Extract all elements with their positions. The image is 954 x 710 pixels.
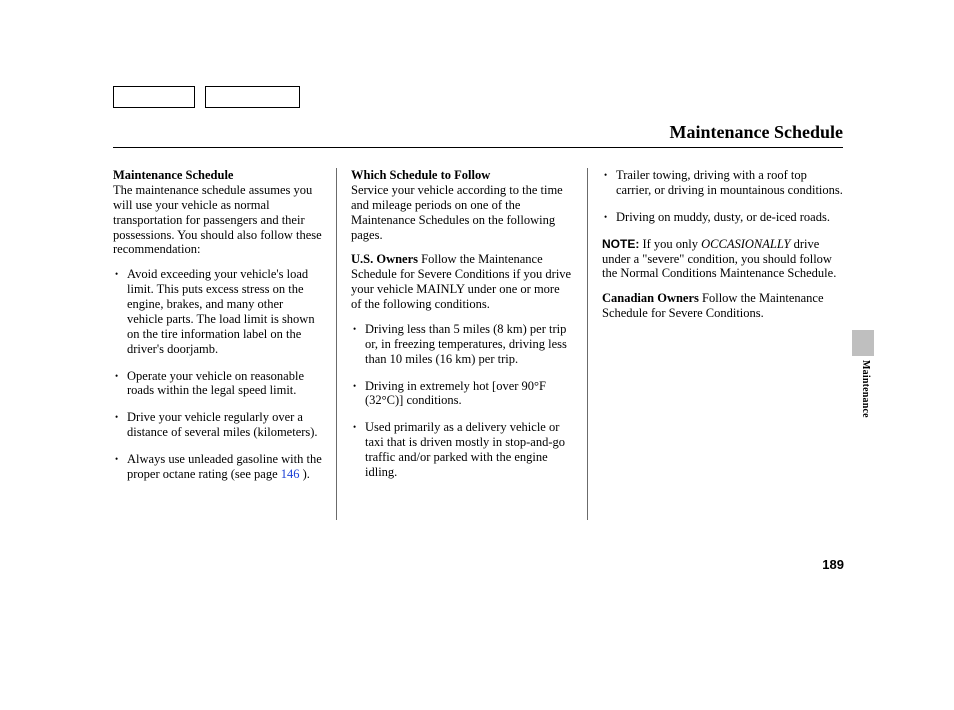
col2-intro: Service your vehicle according to the ti… xyxy=(351,183,563,242)
canadian-owners-label: Canadian Owners xyxy=(602,291,699,305)
list-item: Driving on muddy, dusty, or de-iced road… xyxy=(614,210,843,225)
col3-bullets: Trailer towing, driving with a roof top … xyxy=(602,168,843,225)
note-italic: OCCASIONALLY xyxy=(701,237,790,251)
bullet-text: Driving on muddy, dusty, or de-iced road… xyxy=(616,210,830,224)
col2-bullets: Driving less than 5 miles (8 km) per tri… xyxy=(351,322,573,480)
list-item: Driving in extremely hot [over 90°F (32°… xyxy=(363,379,573,409)
column-3: Trailer towing, driving with a roof top … xyxy=(588,168,843,520)
bullet-text: Used primarily as a delivery vehicle or … xyxy=(365,420,565,479)
list-item: Operate your vehicle on reasonable roads… xyxy=(125,369,322,399)
col1-heading: Maintenance Schedule xyxy=(113,168,233,182)
col1-block: Maintenance Schedule The maintenance sch… xyxy=(113,168,322,257)
note-label: NOTE: xyxy=(602,237,639,251)
bullet-text: ). xyxy=(300,467,310,481)
column-2: Which Schedule to Follow Service your ve… xyxy=(336,168,588,520)
bullet-text: Operate your vehicle on reasonable roads… xyxy=(127,369,304,398)
col2-heading: Which Schedule to Follow xyxy=(351,168,490,182)
page-number: 189 xyxy=(822,557,844,572)
list-item: Drive your vehicle regularly over a dist… xyxy=(125,410,322,440)
canadian-owners-block: Canadian Owners Follow the Maintenance S… xyxy=(602,291,843,321)
list-item: Driving less than 5 miles (8 km) per tri… xyxy=(363,322,573,367)
list-item: Used primarily as a delivery vehicle or … xyxy=(363,420,573,480)
col2-block: Which Schedule to Follow Service your ve… xyxy=(351,168,573,242)
list-item: Always use unleaded gasoline with the pr… xyxy=(125,452,322,482)
nav-boxes xyxy=(113,86,300,108)
page-ref-link[interactable]: 146 xyxy=(281,467,300,481)
side-section-label: Maintenance xyxy=(860,360,871,418)
bullet-text: Drive your vehicle regularly over a dist… xyxy=(127,410,318,439)
bullet-text: Driving less than 5 miles (8 km) per tri… xyxy=(365,322,567,366)
col1-intro: The maintenance schedule assumes you wil… xyxy=(113,183,322,257)
side-tab-marker xyxy=(852,330,874,356)
list-item: Trailer towing, driving with a roof top … xyxy=(614,168,843,198)
bullet-text: Driving in extremely hot [over 90°F (32°… xyxy=(365,379,546,408)
manual-page: Maintenance Schedule Maintenance Schedul… xyxy=(0,0,954,710)
us-owners-block: U.S. Owners Follow the Maintenance Sched… xyxy=(351,252,573,312)
content-columns: Maintenance Schedule The maintenance sch… xyxy=(113,168,843,520)
page-header: Maintenance Schedule xyxy=(113,122,843,148)
note-text-a: If you only xyxy=(639,237,701,251)
us-owners-label: U.S. Owners xyxy=(351,252,418,266)
column-1: Maintenance Schedule The maintenance sch… xyxy=(113,168,336,520)
page-title: Maintenance Schedule xyxy=(113,122,843,143)
nav-box-prev[interactable] xyxy=(113,86,195,108)
bullet-text: Trailer towing, driving with a roof top … xyxy=(616,168,843,197)
nav-box-next[interactable] xyxy=(205,86,300,108)
note-block: NOTE: If you only OCCASIONALLY drive und… xyxy=(602,237,843,282)
list-item: Avoid exceeding your vehicle's load limi… xyxy=(125,267,322,356)
col1-bullets: Avoid exceeding your vehicle's load limi… xyxy=(113,267,322,482)
bullet-text: Avoid exceeding your vehicle's load limi… xyxy=(127,267,315,355)
